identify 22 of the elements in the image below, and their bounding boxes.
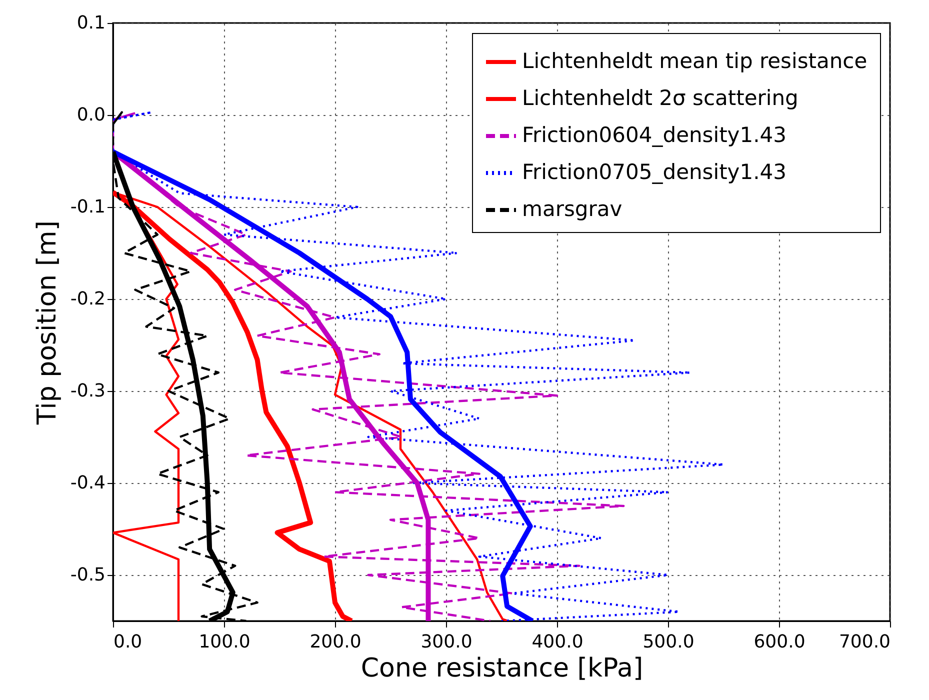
x-tick-label: 0.0 (114, 632, 142, 652)
y-tick-label: -0.1 (70, 196, 106, 218)
y-tick-label: -0.4 (70, 472, 106, 494)
x-tick-label: 600.0 (754, 632, 806, 652)
legend-label: Lichtenheldt mean tip resistance (522, 49, 868, 73)
x-axis-title: Cone resistance [kPa] (360, 654, 644, 684)
legend-label: Friction0604_density1.43 (522, 123, 786, 147)
x-tick-label: 700.0 (838, 632, 890, 652)
y-tick-label: 0.1 (76, 12, 106, 34)
x-tick-label: 300.0 (420, 632, 472, 652)
y-tick-label: -0.2 (70, 288, 106, 310)
y-tick-label: 0.0 (76, 104, 106, 126)
legend-label: marsgrav (522, 197, 622, 221)
x-tick-label: 400.0 (532, 632, 584, 652)
y-axis-title: Tip position [m] (32, 220, 62, 426)
y-tick-label: -0.5 (70, 564, 106, 586)
legend-label: Lichtenheldt 2σ scattering (522, 86, 798, 110)
x-tick-label: 100.0 (198, 632, 250, 652)
x-tick-label: 200.0 (310, 632, 362, 652)
y-tick-label: -0.3 (70, 380, 106, 402)
x-tick-label: 500.0 (642, 632, 694, 652)
legend-label: Friction0705_density1.43 (522, 160, 786, 184)
